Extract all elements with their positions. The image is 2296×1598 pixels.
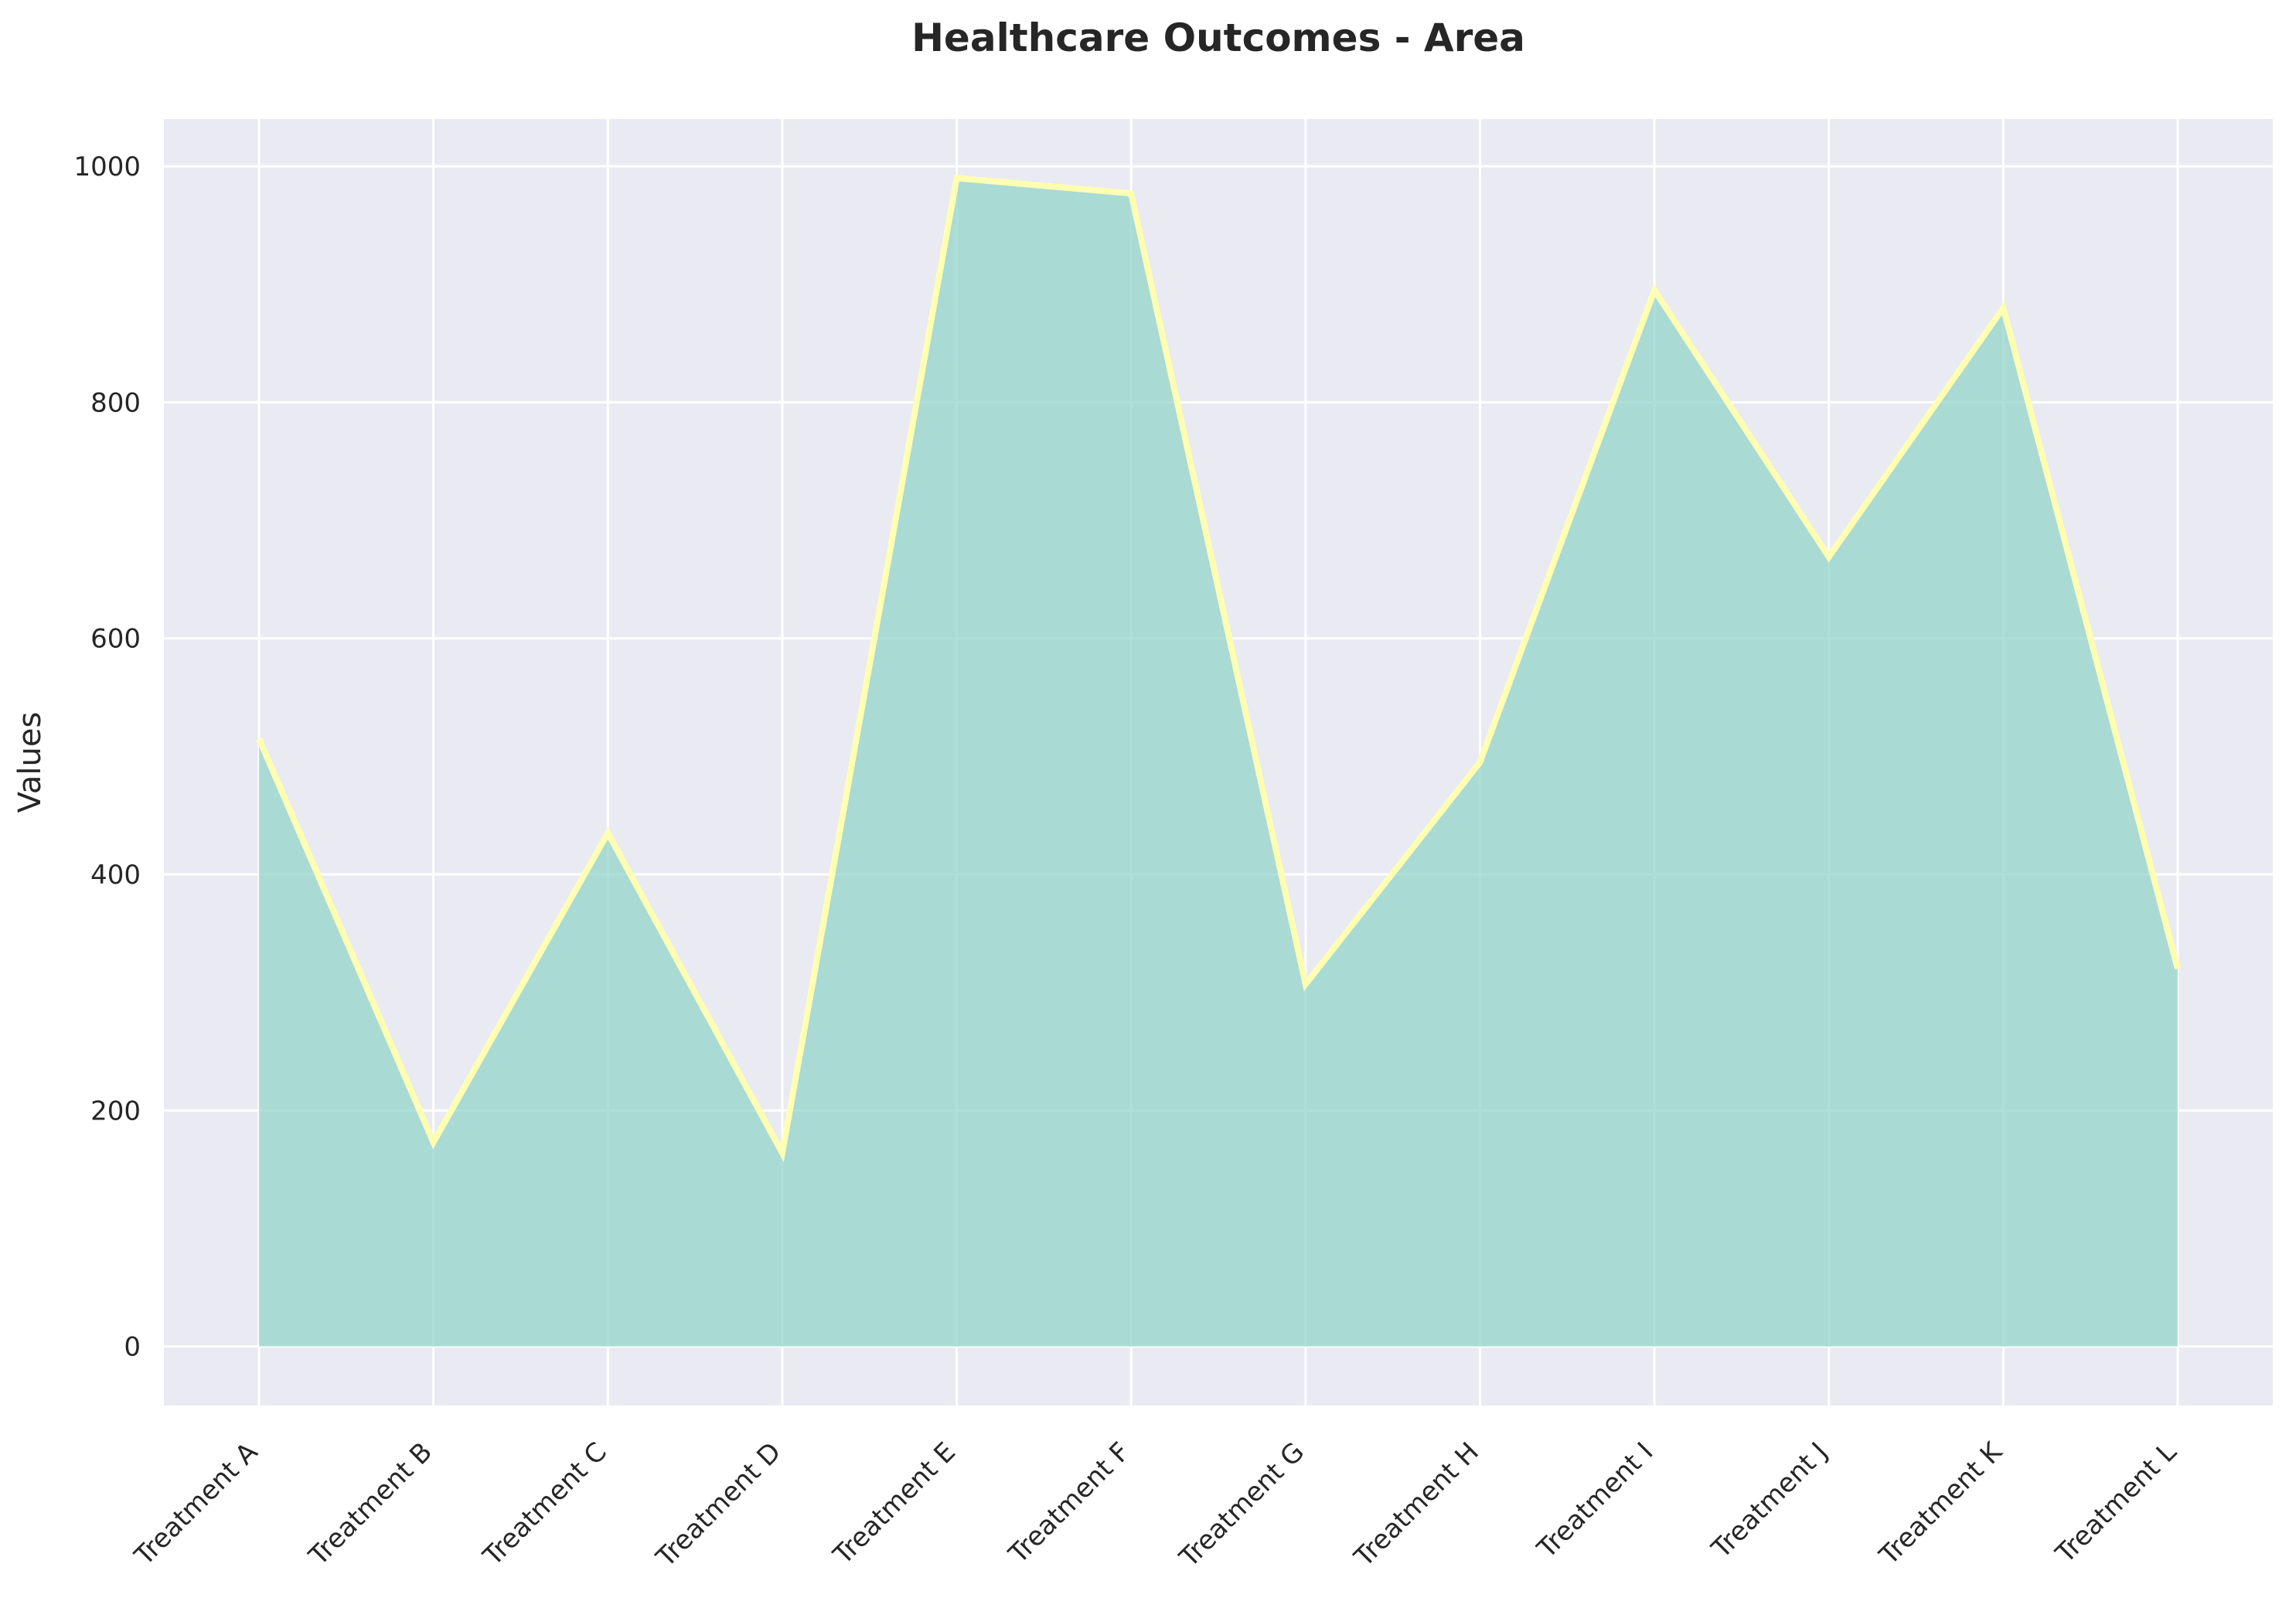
data-point [2001,306,2005,309]
x-tick-label: Treatment K [1873,1436,2009,1572]
y-tick-label: 0 [124,1332,141,1363]
data-point [257,737,261,740]
data-point [1304,983,1307,986]
x-tick-label: Treatment H [1348,1436,1485,1573]
data-point [2176,967,2179,970]
x-tick-label: Treatment I [1531,1436,1659,1565]
y-tick-label: 800 [90,387,141,418]
data-point [1129,192,1133,195]
x-tick-label: Treatment C [477,1436,613,1572]
x-tick-label: Treatment G [1174,1436,1311,1574]
y-tick-label: 200 [90,1095,141,1126]
area-fill [259,178,2178,1347]
data-point [1828,555,1831,558]
x-tick-label: Treatment F [1003,1436,1136,1570]
x-tick-label: Treatment J [1705,1436,1834,1565]
y-tick-label: 1000 [73,152,141,182]
chart-title: Healthcare Outcomes - Area [911,15,1525,60]
data-point [432,1141,435,1144]
x-tick-label: Treatment B [303,1436,438,1572]
x-tick-label: Treatment E [827,1436,962,1571]
series-line [256,175,2181,1163]
y-axis-label: Values [12,712,48,813]
data-point [1478,761,1481,764]
data-point [781,1151,784,1154]
y-tick-label: 600 [90,624,141,655]
data-point [956,176,959,179]
x-tick-label: Treatment D [650,1436,787,1573]
series-area [256,175,2181,1347]
data-point [1653,288,1656,291]
data-point [606,832,609,835]
x-tick-label: Treatment A [128,1436,264,1572]
y-tick-label: 400 [90,860,141,891]
x-tick-label: Treatment L [2049,1436,2182,1569]
